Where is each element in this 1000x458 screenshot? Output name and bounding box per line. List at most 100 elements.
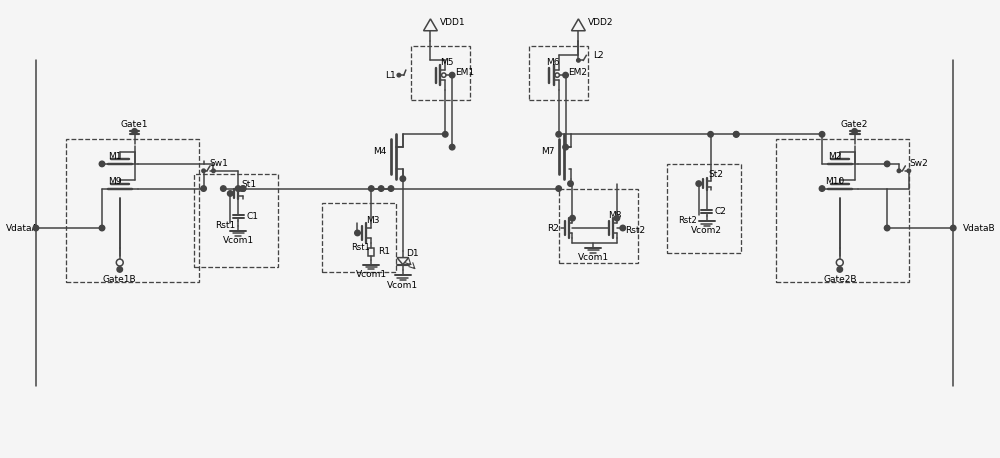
Text: Gate1: Gate1 [121, 120, 148, 129]
Bar [368, 248, 374, 256]
Text: M3: M3 [366, 216, 380, 224]
Bar [529, 45, 588, 100]
Circle shape [568, 181, 573, 186]
Text: VDD2: VDD2 [588, 18, 614, 27]
Text: C1: C1 [246, 212, 258, 221]
Circle shape [33, 225, 39, 231]
Circle shape [99, 225, 105, 231]
Text: Vcom1: Vcom1 [223, 236, 254, 245]
Circle shape [449, 72, 455, 78]
Text: Rst1: Rst1 [352, 243, 370, 252]
Circle shape [884, 161, 890, 167]
Text: Vcom2: Vcom2 [691, 226, 722, 235]
Text: M7: M7 [541, 147, 554, 156]
Circle shape [570, 215, 575, 221]
Bar [66, 139, 199, 282]
Text: VdataA: VdataA [6, 224, 39, 233]
Text: Sw2: Sw2 [910, 159, 929, 169]
Circle shape [696, 181, 701, 186]
Circle shape [202, 169, 205, 173]
Circle shape [733, 131, 739, 137]
Circle shape [449, 144, 455, 150]
Circle shape [99, 161, 105, 167]
Bar [776, 139, 909, 282]
Text: EM2: EM2 [569, 68, 588, 76]
Circle shape [240, 186, 246, 191]
Circle shape [355, 230, 360, 236]
Text: D1: D1 [406, 249, 418, 258]
Polygon shape [397, 257, 409, 265]
Text: Gate2: Gate2 [841, 120, 868, 129]
Text: M4: M4 [373, 147, 387, 156]
Circle shape [221, 186, 226, 191]
Circle shape [733, 131, 739, 137]
Text: EM1: EM1 [455, 68, 474, 76]
Circle shape [836, 259, 843, 266]
Circle shape [577, 59, 580, 62]
Circle shape [116, 259, 123, 266]
Circle shape [563, 72, 568, 78]
Circle shape [819, 186, 825, 191]
Text: St1: St1 [241, 180, 256, 189]
Bar [559, 189, 638, 262]
Text: Rst2: Rst2 [678, 216, 697, 224]
Text: M2: M2 [828, 153, 842, 162]
Text: L1: L1 [385, 71, 396, 80]
Circle shape [227, 191, 233, 196]
Circle shape [117, 267, 123, 272]
Bar [411, 45, 470, 100]
Bar [322, 203, 396, 273]
Circle shape [837, 267, 843, 272]
Circle shape [614, 215, 620, 221]
Text: Rst1: Rst1 [215, 221, 235, 229]
Text: St2: St2 [709, 170, 724, 179]
Text: Vcom1: Vcom1 [387, 281, 418, 290]
Circle shape [556, 186, 561, 191]
Text: Rst2: Rst2 [625, 226, 645, 235]
Text: Vcom1: Vcom1 [578, 253, 609, 262]
Text: Vcom1: Vcom1 [356, 270, 387, 279]
Text: M6: M6 [546, 58, 559, 67]
Circle shape [852, 129, 857, 134]
Circle shape [884, 225, 890, 231]
Bar [667, 164, 741, 253]
Circle shape [397, 73, 401, 77]
Polygon shape [424, 19, 437, 31]
Circle shape [442, 131, 448, 137]
Circle shape [400, 176, 406, 181]
Circle shape [235, 186, 241, 191]
Polygon shape [571, 19, 585, 31]
Circle shape [201, 186, 206, 191]
Text: VdataB: VdataB [963, 224, 996, 233]
Text: M8: M8 [608, 211, 621, 220]
Circle shape [378, 186, 384, 191]
Text: Gate2B: Gate2B [823, 275, 857, 284]
Text: L2: L2 [593, 51, 604, 60]
Text: M5: M5 [440, 58, 454, 67]
Circle shape [132, 129, 137, 134]
Circle shape [240, 186, 246, 191]
Bar [194, 174, 278, 267]
Text: VDD1: VDD1 [440, 18, 466, 27]
Circle shape [708, 131, 713, 137]
Text: M9: M9 [108, 177, 122, 186]
Text: M10: M10 [825, 177, 844, 186]
Text: Gate1B: Gate1B [103, 275, 137, 284]
Text: M1: M1 [108, 153, 122, 162]
Circle shape [556, 131, 561, 137]
Circle shape [555, 73, 559, 77]
Circle shape [369, 186, 374, 191]
Text: Sw1: Sw1 [210, 159, 228, 169]
Circle shape [388, 186, 394, 191]
Circle shape [897, 169, 901, 173]
Text: C2: C2 [715, 207, 726, 216]
Circle shape [819, 131, 825, 137]
Circle shape [950, 225, 956, 231]
Circle shape [442, 73, 446, 77]
Text: R1: R1 [378, 247, 390, 256]
Circle shape [212, 169, 215, 173]
Circle shape [907, 169, 911, 173]
Text: R2: R2 [547, 224, 559, 233]
Circle shape [563, 144, 568, 150]
Circle shape [620, 225, 626, 231]
